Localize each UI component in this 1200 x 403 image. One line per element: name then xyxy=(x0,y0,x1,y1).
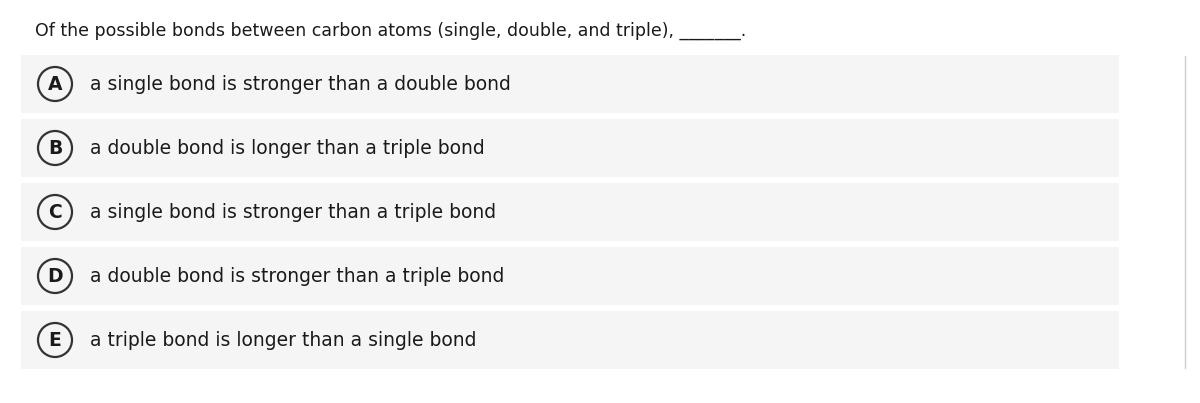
FancyBboxPatch shape xyxy=(22,119,1120,177)
Text: a double bond is longer than a triple bond: a double bond is longer than a triple bo… xyxy=(90,139,485,158)
Text: a single bond is stronger than a double bond: a single bond is stronger than a double … xyxy=(90,75,511,93)
Circle shape xyxy=(38,195,72,229)
Circle shape xyxy=(38,131,72,165)
FancyBboxPatch shape xyxy=(22,311,1120,369)
Text: a triple bond is longer than a single bond: a triple bond is longer than a single bo… xyxy=(90,330,476,349)
FancyBboxPatch shape xyxy=(22,247,1120,305)
FancyBboxPatch shape xyxy=(22,183,1120,241)
Text: a double bond is stronger than a triple bond: a double bond is stronger than a triple … xyxy=(90,266,504,285)
Text: A: A xyxy=(48,75,62,93)
Text: E: E xyxy=(49,330,61,349)
Circle shape xyxy=(38,323,72,357)
Circle shape xyxy=(38,67,72,101)
FancyBboxPatch shape xyxy=(22,55,1120,113)
Text: C: C xyxy=(48,202,62,222)
Text: B: B xyxy=(48,139,62,158)
Text: Of the possible bonds between carbon atoms (single, double, and triple), _______: Of the possible bonds between carbon ato… xyxy=(35,22,746,40)
Text: D: D xyxy=(47,266,62,285)
Circle shape xyxy=(38,259,72,293)
Text: a single bond is stronger than a triple bond: a single bond is stronger than a triple … xyxy=(90,202,496,222)
